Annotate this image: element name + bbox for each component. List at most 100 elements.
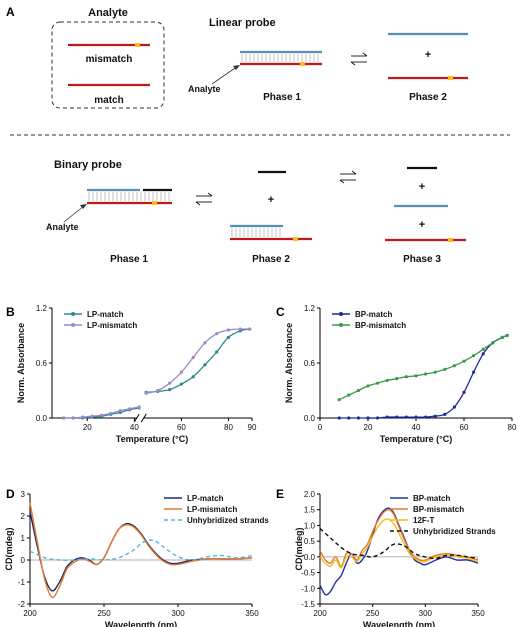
data-point bbox=[179, 382, 184, 386]
data-point bbox=[452, 405, 456, 409]
x-tick-label: 300 bbox=[171, 609, 185, 618]
series-line-12F-T bbox=[319, 518, 479, 569]
data-point bbox=[337, 416, 341, 420]
equilibrium-arrows-1 bbox=[350, 52, 368, 66]
legend-marker bbox=[339, 323, 343, 327]
binary-plus-1: + bbox=[268, 194, 274, 206]
data-point bbox=[414, 374, 418, 378]
data-point bbox=[376, 416, 380, 420]
y-axis-label: Norm. Absorbance bbox=[16, 323, 26, 403]
data-point bbox=[472, 354, 476, 358]
chart-b-melting-lp: 20 40 60 80 90 0.0 0.6 1.2 Temperature (°C) Norm.… bbox=[16, 304, 257, 444]
binary-phase3-label: Phase 3 bbox=[403, 254, 441, 265]
data-point bbox=[347, 416, 351, 420]
equilibrium-arrows-3 bbox=[339, 170, 357, 184]
data-point bbox=[238, 327, 242, 331]
data-point bbox=[385, 378, 389, 383]
x-tick-label: 20 bbox=[83, 423, 92, 432]
linear-probe-title: Linear probe bbox=[209, 17, 276, 29]
data-point bbox=[395, 376, 399, 381]
y-axis-label: Norm. Absorbance bbox=[284, 323, 294, 403]
mismatch-label: mismatch bbox=[86, 54, 133, 65]
data-point bbox=[481, 352, 485, 356]
y-tick-label: 1.0 bbox=[304, 521, 316, 530]
data-point bbox=[404, 375, 408, 379]
data-point bbox=[62, 416, 66, 420]
match-label: match bbox=[94, 95, 123, 106]
data-point bbox=[168, 381, 172, 385]
legend-entry: Unhybridized Strands bbox=[413, 527, 496, 536]
y-tick-label: 2.0 bbox=[304, 490, 316, 499]
x-axis-label: Temperature (°C) bbox=[116, 434, 188, 444]
data-point bbox=[452, 364, 456, 368]
legend-entry: BP-match bbox=[413, 494, 450, 503]
legend-entry: BP-mismatch bbox=[355, 321, 406, 330]
x-axis-label: Wavelength (nm) bbox=[363, 620, 435, 627]
axis-break-mark bbox=[133, 413, 140, 423]
data-point bbox=[404, 415, 408, 419]
linear-mismatch-site bbox=[448, 76, 453, 80]
linear-plus: + bbox=[425, 49, 431, 61]
y-tick-label: 1.2 bbox=[304, 304, 316, 313]
data-point bbox=[462, 390, 466, 394]
chart-e-cd-bp: 200 250 300 350 -1.5 -1.0 -0.5 0.0 0.5 1.0 1.5 2.0 W… bbox=[294, 490, 496, 627]
x-tick-label: 60 bbox=[177, 423, 186, 432]
data-point bbox=[443, 412, 447, 416]
linear-probe-phase1-duplex bbox=[240, 50, 322, 66]
data-point bbox=[215, 350, 219, 354]
panel-label-a: A bbox=[6, 5, 15, 19]
y-axis-label: CD(mdeg) bbox=[294, 528, 304, 571]
binary-analyte-arrowhead bbox=[80, 204, 87, 209]
y-tick-label: 0.0 bbox=[304, 414, 316, 423]
data-point bbox=[491, 341, 495, 345]
binary-analyte-arrow bbox=[63, 204, 86, 223]
data-point bbox=[443, 367, 447, 372]
linear-phase2-label: Phase 2 bbox=[409, 92, 447, 103]
y-tick-label: -1.5 bbox=[301, 600, 315, 609]
binary-plus-3: + bbox=[419, 219, 425, 231]
data-point bbox=[191, 375, 195, 379]
data-point bbox=[203, 341, 207, 345]
legend-entry: 12F-T bbox=[413, 516, 434, 525]
y-tick-label: 0.0 bbox=[304, 553, 316, 562]
legend-entry: LP-match bbox=[187, 494, 224, 503]
y-tick-label: -1 bbox=[18, 578, 26, 587]
data-point bbox=[356, 416, 360, 420]
data-point bbox=[366, 416, 370, 420]
data-point bbox=[356, 388, 360, 393]
legend-marker bbox=[339, 312, 343, 316]
data-point bbox=[144, 391, 148, 395]
data-point bbox=[472, 370, 476, 374]
series-line-Unhybridized Strands bbox=[319, 528, 479, 560]
series-line-BP-mismatch bbox=[319, 508, 479, 567]
mismatch-site bbox=[135, 43, 140, 47]
series-line-LP-mismatch bbox=[29, 502, 253, 599]
x-tick-label: 350 bbox=[471, 609, 485, 618]
data-point bbox=[215, 332, 219, 336]
analyte-title: Analyte bbox=[88, 7, 128, 19]
legend-entry: LP-mismatch bbox=[187, 505, 237, 514]
y-tick-label: 1 bbox=[21, 534, 26, 543]
data-point bbox=[337, 398, 341, 402]
data-point bbox=[248, 327, 252, 331]
binary-probe-title: Binary probe bbox=[54, 159, 122, 171]
y-tick-label: 0.6 bbox=[304, 359, 316, 368]
data-point bbox=[385, 415, 389, 419]
data-point bbox=[366, 384, 370, 388]
x-tick-label: 80 bbox=[508, 423, 517, 432]
data-point bbox=[191, 355, 195, 360]
data-point bbox=[128, 407, 132, 411]
x-tick-label: 20 bbox=[364, 423, 373, 432]
y-tick-label: 3 bbox=[21, 490, 26, 499]
legend-entry: BP-mismatch bbox=[413, 505, 464, 514]
legend-entry: LP-match bbox=[87, 310, 124, 319]
y-tick-label: -1.0 bbox=[301, 584, 315, 593]
axis-break-mark bbox=[140, 413, 147, 423]
binary-phase2-duplex bbox=[230, 224, 312, 241]
data-point bbox=[414, 415, 418, 419]
fit-curve-BP-mismatch bbox=[338, 334, 508, 401]
x-axis-label: Wavelength (nm) bbox=[105, 620, 177, 627]
binary-phase1-label: Phase 1 bbox=[110, 254, 148, 265]
x-tick-label: 0 bbox=[318, 423, 323, 432]
x-tick-label: 350 bbox=[245, 609, 259, 618]
